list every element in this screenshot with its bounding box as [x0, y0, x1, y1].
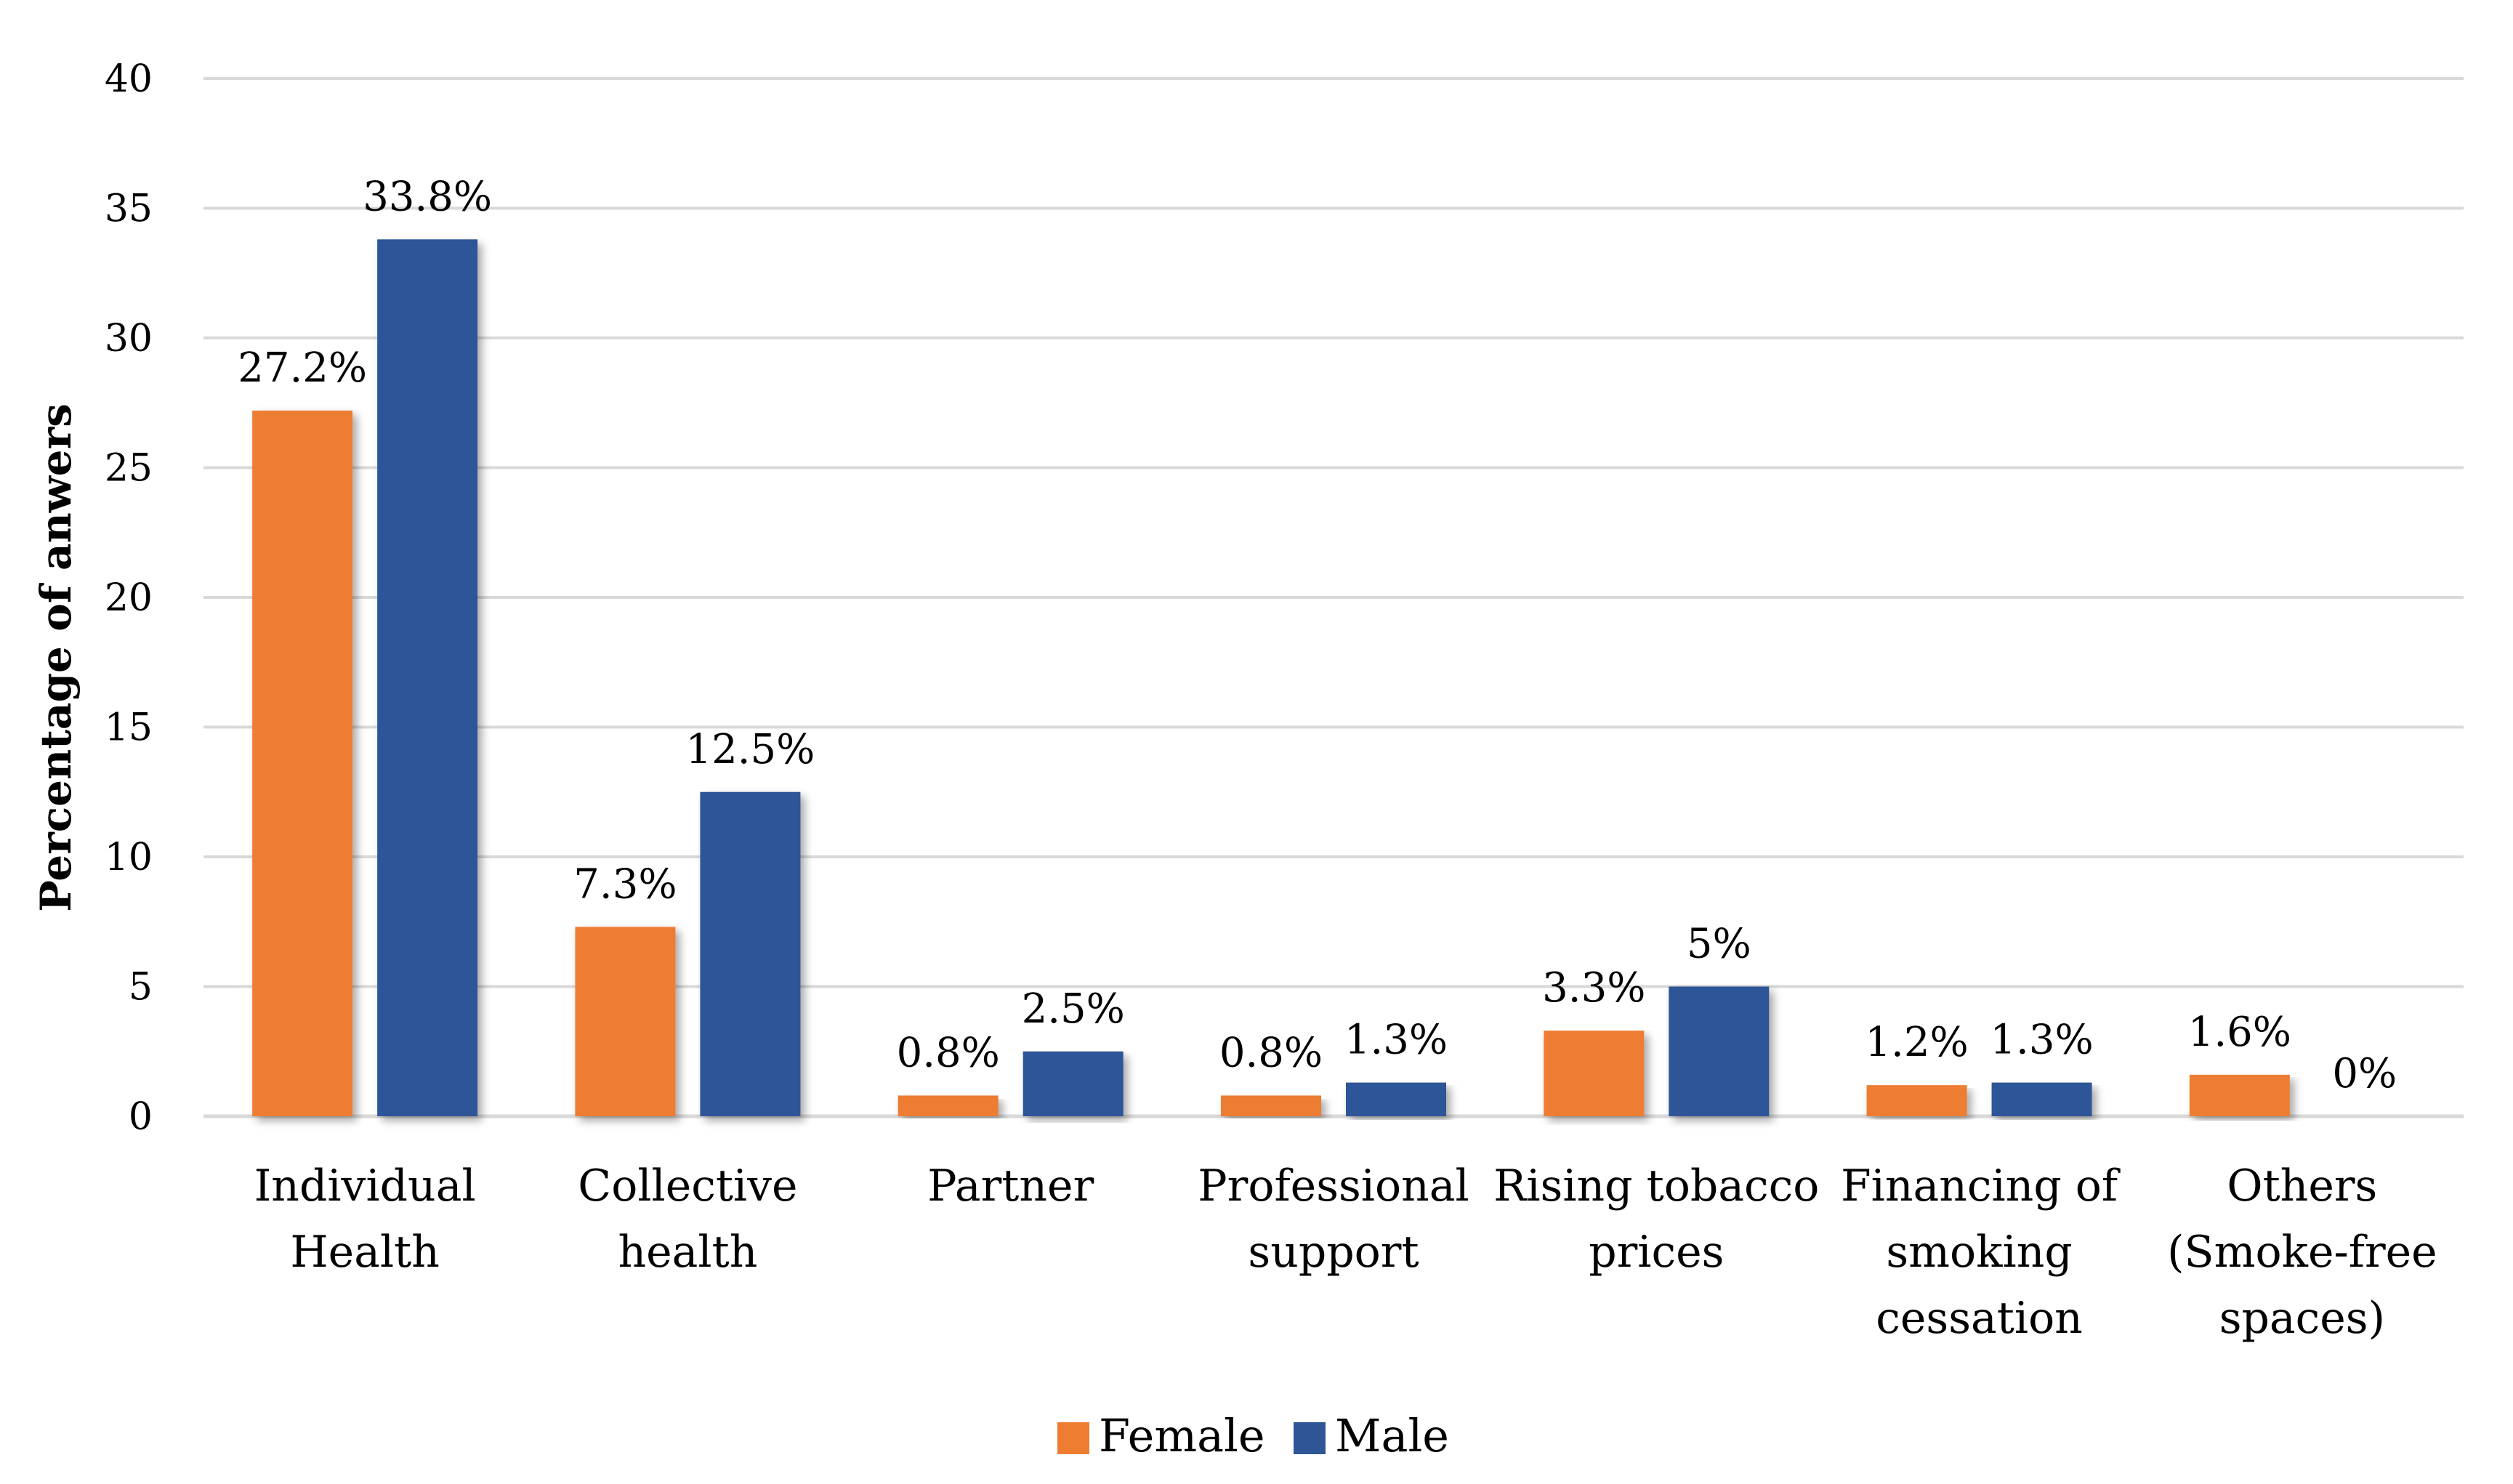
category-label-line: Financing of	[1841, 1161, 2121, 1211]
data-label-male: 12.5%	[685, 726, 815, 773]
category-label: Professional support	[1198, 1161, 1469, 1278]
bar-female	[2189, 1074, 2290, 1116]
gridlines	[203, 77, 2464, 1118]
category-label-line: Partner	[927, 1161, 1094, 1211]
y-tick-label: 10	[105, 836, 153, 879]
y-tick-label: 0	[129, 1095, 153, 1139]
category-label-line: Others	[2227, 1161, 2377, 1211]
data-label-female: 7.3%	[573, 860, 677, 908]
y-tick-label: 40	[105, 57, 153, 101]
legend: Female Male	[1057, 1409, 1449, 1462]
legend-label-female: Female	[1099, 1409, 1265, 1462]
bar-male	[1022, 1051, 1124, 1116]
x-axis-categories: Individual Health Collective health Partner P…	[254, 1161, 2437, 1344]
y-tick-label: 25	[105, 447, 153, 491]
data-label-male: 2.5%	[1022, 985, 1125, 1033]
bar-female	[575, 927, 676, 1116]
legend-swatch-female	[1057, 1422, 1089, 1454]
y-axis-ticks: 0 5 10 15 20 25 30 35 40	[105, 57, 153, 1139]
legend-label-male: Male	[1335, 1409, 1449, 1462]
y-tick-label: 15	[105, 706, 153, 750]
y-tick-label: 20	[105, 576, 153, 620]
data-label-female: 27.2%	[238, 344, 367, 392]
bar-male	[700, 791, 801, 1116]
data-label-male: 1.3%	[1344, 1017, 1448, 1064]
data-labels: 27.2% 33.8% 7.3% 12.5% 0.8% 2.5% 0.8% 1.3% 3.3% 5…	[238, 173, 2397, 1097]
category-label-line: smoking	[1886, 1227, 2072, 1278]
bar-female	[1221, 1095, 1321, 1116]
category-label-line: Individual	[254, 1161, 476, 1211]
data-label-female: 3.3%	[1542, 964, 1645, 1012]
bar-female	[1544, 1031, 1645, 1116]
category-label-line: Collective	[578, 1161, 797, 1211]
bar-female	[1866, 1085, 1967, 1116]
y-axis-title: Percentage of anwers	[31, 403, 81, 912]
category-label-line: Health	[290, 1227, 440, 1278]
data-label-female: 1.2%	[1865, 1019, 1968, 1066]
data-label-female: 1.6%	[2188, 1009, 2291, 1056]
category-label-line: support	[1248, 1227, 1419, 1278]
category-label: Financing of smoking cessation	[1841, 1161, 2121, 1344]
category-label-line: (Smoke-free	[2167, 1227, 2437, 1278]
category-label-line: cessation	[1876, 1293, 2083, 1344]
category-label: Others (Smoke-free spaces)	[2167, 1161, 2437, 1344]
y-tick-label: 30	[105, 317, 153, 360]
category-label: Rising tobacco prices	[1493, 1161, 1819, 1278]
category-label-line: health	[618, 1227, 757, 1278]
category-label: Collective health	[578, 1161, 797, 1278]
data-label-male: 33.8%	[363, 173, 492, 220]
y-tick-label: 5	[129, 966, 153, 1009]
category-label-line: prices	[1589, 1227, 1724, 1278]
bar-female	[252, 410, 353, 1116]
data-label-male: 0%	[2332, 1050, 2397, 1097]
bar-female	[898, 1095, 999, 1116]
data-label-female: 0.8%	[1219, 1029, 1323, 1076]
category-label: Partner	[927, 1161, 1094, 1211]
data-label-male: 5%	[1687, 921, 1751, 968]
bar-male	[1669, 986, 1770, 1116]
bar-male	[377, 239, 478, 1117]
data-label-male: 1.3%	[1990, 1017, 2093, 1064]
category-label-line: spaces)	[2219, 1293, 2385, 1344]
y-tick-label: 35	[105, 187, 153, 231]
bars	[252, 239, 2290, 1117]
category-label-line: Professional	[1198, 1161, 1469, 1211]
data-label-female: 0.8%	[897, 1029, 1000, 1076]
category-label: Individual Health	[254, 1161, 476, 1278]
bar-male	[1346, 1082, 1446, 1116]
legend-swatch-male	[1294, 1422, 1326, 1454]
category-label-line: Rising tobacco	[1493, 1161, 1819, 1211]
bar-male	[1991, 1082, 2092, 1116]
